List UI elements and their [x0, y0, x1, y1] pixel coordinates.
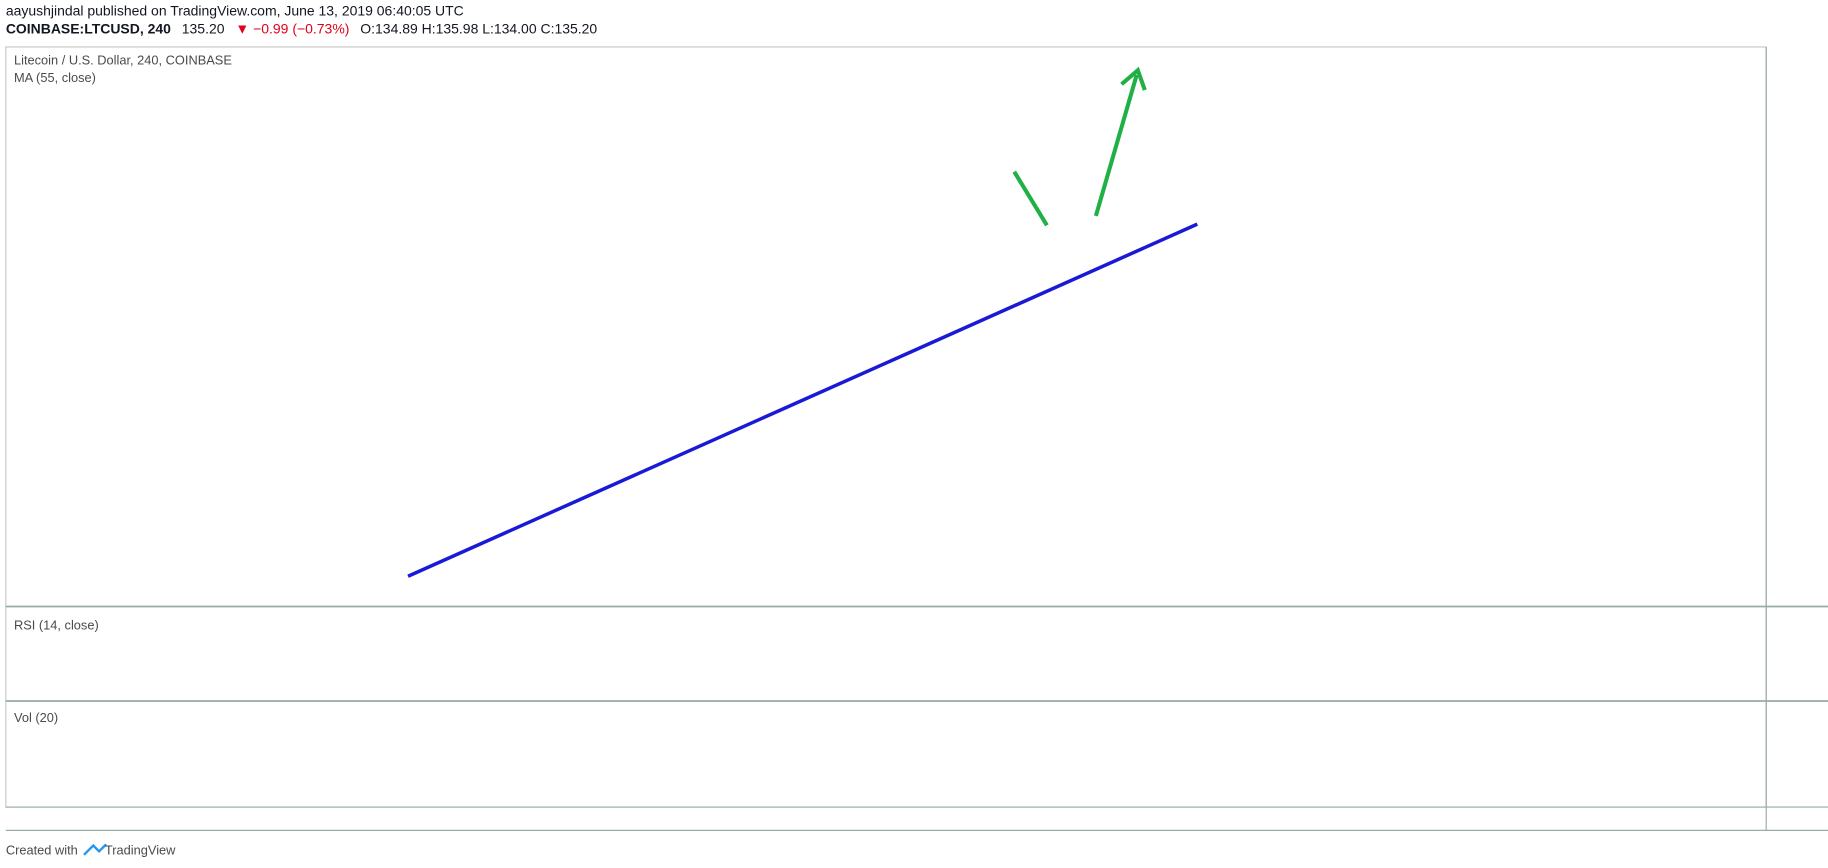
arrow-head: [1120, 66, 1147, 91]
chart-title: Litecoin / U.S. Dollar, 240, COINBASE: [14, 52, 232, 67]
last: 135.20: [182, 20, 225, 36]
green-arrow-down: [1012, 170, 1049, 227]
green-arrow-up: [1093, 74, 1139, 217]
trend-line: [407, 222, 1199, 578]
ma-legend: MA (55, close): [14, 70, 96, 85]
footer-brand[interactable]: TradingView: [105, 843, 176, 858]
symbol-line: COINBASE:LTCUSD, 240 135.20 ▼ −0.99 (−0.…: [6, 20, 598, 36]
change: ▼ −0.99 (−0.73%): [235, 20, 349, 36]
footer-text: Created with: [6, 843, 78, 858]
symbol: COINBASE:LTCUSD, 240: [6, 20, 171, 36]
vol-legend: Vol (20): [14, 710, 58, 725]
author-line: aayushjindal published on TradingView.co…: [6, 3, 464, 19]
ohlc: O:134.89 H:135.98 L:134.00 C:135.20: [360, 20, 597, 36]
rsi-legend: RSI (14, close): [14, 618, 99, 633]
logo: [83, 843, 107, 856]
